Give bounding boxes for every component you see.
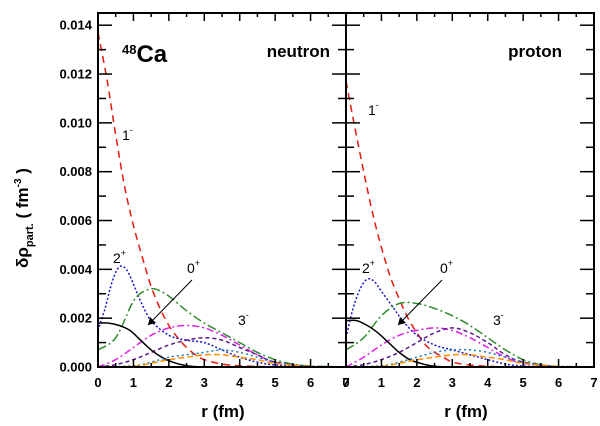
neutron-series-line-1	[97, 265, 347, 368]
proton-anno-1minus: 1-	[368, 100, 379, 118]
x-tick-label: 1	[378, 375, 385, 390]
neutron-series-line-7	[97, 353, 347, 368]
x-tick-label: 2	[413, 375, 420, 390]
y-axis-title-unit-close: )	[13, 168, 32, 174]
x-tick-label: 0	[342, 375, 349, 390]
y-tick-label: 0.012	[59, 67, 92, 82]
x-tick-label: 3	[449, 375, 456, 390]
neutron-x-axis-title: r (fm)	[201, 402, 244, 421]
proton-series-line-0	[345, 81, 595, 368]
proton-panel: 0 1 2 3 4 5 6 7 proton r (fm) 1- 2+ 0+ 3-	[342, 12, 598, 421]
y-tick-label: 0.000	[59, 360, 92, 375]
neutron-panel-label: neutron	[267, 42, 330, 61]
neutron-panel-frame	[97, 12, 347, 368]
y-axis-title-main: δρ	[13, 247, 32, 268]
neutron-series-line-5	[97, 322, 346, 368]
proton-series-line-5	[345, 319, 594, 368]
proton-anno-arrowhead	[398, 317, 406, 325]
neutron-series-line-3	[97, 324, 347, 368]
neutron-anno-2plus: 2+	[113, 248, 126, 266]
nucleus-label: 48Ca	[122, 41, 168, 68]
neutron-panel: 0 1 2 3 4 5 6 7 0.000 0.002 0.004 0.006 0.008 0.010 0.…	[59, 12, 350, 421]
neutron-series-line-2	[97, 287, 347, 368]
proton-series-line-2	[345, 301, 595, 368]
neutron-series-line-6	[97, 349, 347, 368]
neutron-series-line-4	[97, 336, 347, 368]
neutron-anno-1minus: 1-	[122, 125, 133, 143]
proton-curves	[345, 81, 595, 368]
neutron-curves	[97, 32, 347, 368]
proton-ticks	[345, 13, 595, 368]
x-tick-label: 6	[555, 375, 562, 390]
y-tick-label: 0.002	[59, 311, 92, 326]
proton-tick-labels: 0 1 2 3 4 5 6 7	[342, 375, 597, 390]
y-tick-label: 0.008	[59, 164, 92, 179]
x-tick-label: 2	[165, 375, 172, 390]
y-axis-title-unit-sup: -3	[13, 178, 24, 187]
x-tick-label: 3	[201, 375, 208, 390]
y-tick-label: 0.004	[59, 262, 92, 277]
neutron-series-line-0	[97, 32, 347, 368]
proton-x-axis-title: r (fm)	[444, 402, 487, 421]
neutron-ticks	[97, 13, 347, 368]
y-axis-title-sub: part.	[24, 223, 36, 247]
neutron-tick-labels: 0 1 2 3 4 5 6 7 0.000 0.002 0.004 0.006 0.008 0.010 0.…	[59, 18, 349, 390]
x-tick-label: 0	[94, 375, 101, 390]
proton-series-line-1	[345, 277, 595, 368]
proton-anno-arrow	[397, 279, 443, 326]
neutron-anno-3minus: 3-	[238, 310, 249, 328]
x-tick-label: 7	[590, 375, 597, 390]
y-tick-label: 0.006	[59, 213, 92, 228]
x-tick-label: 1	[130, 375, 137, 390]
y-tick-label: 0.014	[59, 18, 92, 33]
x-tick-label: 6	[307, 375, 314, 390]
x-tick-label: 7	[342, 375, 349, 390]
nucleus-mass-number: 48	[122, 42, 136, 57]
proton-series-line-4	[345, 327, 595, 368]
proton-anno-0plus: 0+	[440, 258, 453, 276]
proton-series-line-3	[345, 327, 595, 368]
x-tick-label: 5	[520, 375, 527, 390]
proton-series-line-7	[345, 353, 595, 368]
proton-anno-3minus: 3-	[493, 310, 504, 328]
nucleus-symbol: Ca	[136, 41, 167, 68]
y-axis-title: δρpart. ( fm-3 )	[13, 168, 36, 268]
y-axis-title-unit: ( fm	[13, 187, 32, 218]
neutron-anno-arrowhead	[148, 317, 156, 325]
x-tick-label: 5	[272, 375, 279, 390]
x-tick-label: 4	[236, 375, 244, 390]
x-tick-label: 4	[484, 375, 492, 390]
y-tick-label: 0.010	[59, 115, 92, 130]
proton-anno-2plus: 2+	[362, 258, 375, 276]
neutron-anno-arrow	[147, 279, 193, 326]
proton-panel-frame	[345, 12, 595, 368]
neutron-anno-0plus: 0+	[187, 258, 200, 276]
proton-panel-label: proton	[508, 42, 562, 61]
